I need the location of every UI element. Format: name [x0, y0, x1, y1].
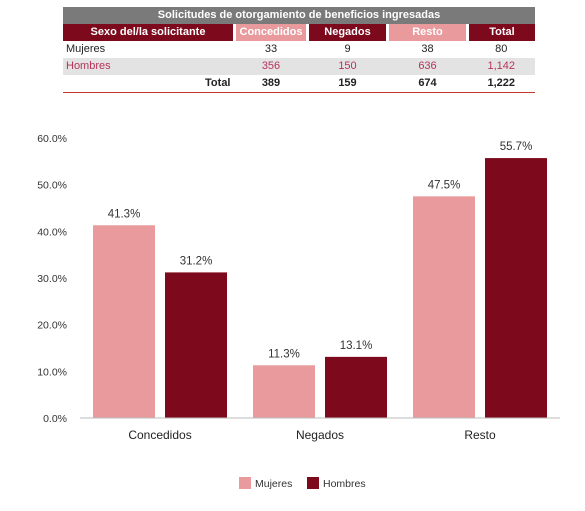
data-label: 47.5%	[428, 179, 461, 191]
data-label: 13.1%	[340, 340, 373, 352]
y-tick-label: 10.0%	[37, 366, 67, 378]
bar-hombres-negados	[325, 357, 387, 418]
x-tick-label: Negados	[296, 428, 344, 442]
bar-mujeres-resto	[413, 196, 475, 418]
y-tick-label: 20.0%	[37, 320, 67, 332]
y-tick-label: 0.0%	[43, 413, 67, 425]
legend-label: Mujeres	[255, 478, 292, 490]
y-tick-label: 30.0%	[37, 273, 67, 285]
x-tick-label: Concedidos	[128, 428, 191, 442]
data-label: 41.3%	[108, 208, 141, 220]
bar-mujeres-concedidos	[93, 225, 155, 418]
y-tick-label: 40.0%	[37, 226, 67, 238]
x-tick-label: Resto	[464, 428, 496, 442]
data-label: 11.3%	[268, 348, 300, 360]
bar-mujeres-negados	[253, 365, 315, 418]
bar-hombres-resto	[485, 158, 547, 418]
data-label: 55.7%	[500, 141, 533, 153]
y-tick-label: 50.0%	[37, 180, 67, 192]
y-tick-label: 60.0%	[37, 133, 67, 145]
legend-swatch-hombres	[307, 477, 319, 489]
bar-hombres-concedidos	[165, 272, 227, 418]
data-label: 31.2%	[180, 255, 213, 267]
legend-label: Hombres	[323, 478, 366, 490]
legend-swatch-mujeres	[239, 477, 251, 489]
